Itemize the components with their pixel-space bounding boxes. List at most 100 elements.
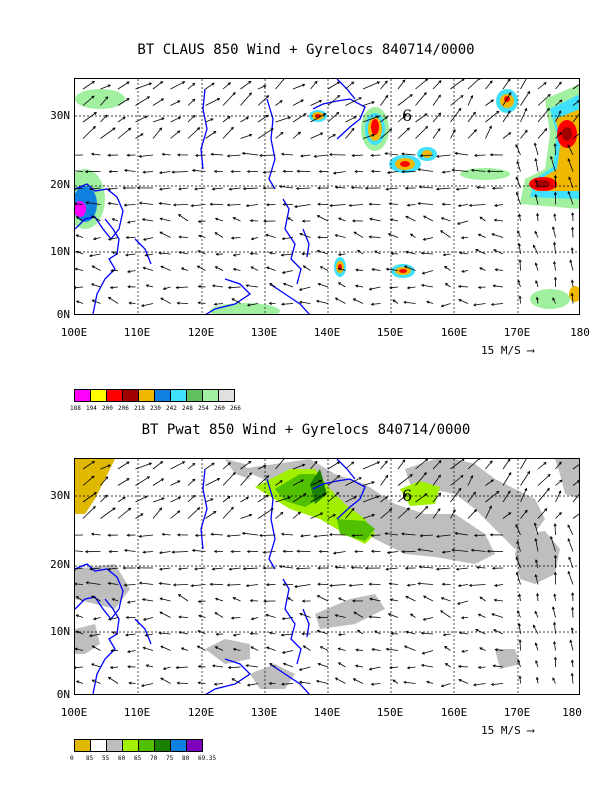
bottom-wind-arrowhead — [368, 615, 372, 619]
bottom-wind-vector — [231, 617, 241, 619]
bottom-wind-arrowhead — [171, 550, 175, 554]
bottom-wind-vector — [287, 597, 294, 602]
top-wind-vector — [404, 265, 416, 271]
top-wind-arrowhead — [303, 113, 307, 117]
bottom-wind-arrowhead — [479, 647, 483, 651]
bottom-wind-vector — [135, 513, 144, 519]
bottom-wind-vector — [450, 509, 456, 519]
top-wind-vector — [445, 283, 451, 288]
top-wind-arrowhead — [138, 154, 142, 158]
bottom-wind-arrowhead — [337, 474, 341, 478]
top-wind-vector — [205, 118, 214, 123]
top-wind-arrowhead — [213, 131, 217, 134]
bottom-colorbar-label: 65 — [134, 755, 142, 762]
top-wind-vector — [474, 154, 486, 156]
top-wind-arrowhead — [460, 236, 465, 240]
top-wind-vector — [82, 95, 95, 106]
bottom-wind-vector — [335, 677, 346, 684]
top-wind-arrowhead — [338, 217, 342, 221]
top-wind-arrowhead — [75, 250, 80, 254]
bottom-wind-vector — [176, 666, 189, 669]
bottom-wind-vector — [441, 683, 451, 687]
top-wind-arrowhead — [263, 219, 267, 223]
top-wind-vector — [389, 203, 399, 205]
bottom-wind-vector — [369, 616, 381, 618]
top-wind-arrowhead — [281, 237, 285, 241]
bottom-wind-vector — [152, 497, 165, 503]
bottom-wind-vector — [275, 496, 291, 503]
bottom-wind-arrowhead — [387, 613, 391, 616]
top-wind-arrowhead — [198, 234, 202, 238]
top-wind-arrowhead — [567, 158, 571, 162]
top-wind-arrowhead — [386, 170, 391, 175]
bottom-colorbar-label: 55 — [102, 755, 110, 762]
top-wind-vector — [485, 99, 494, 106]
bottom-wind-arrowhead — [491, 566, 496, 570]
bottom-wind-arrowhead — [492, 664, 496, 668]
top-wind-arrowhead — [268, 301, 272, 305]
bottom-colorbar-label: 0 — [70, 755, 74, 762]
bottom-wind-arrowhead — [417, 582, 421, 586]
bottom-wind-arrowhead — [250, 646, 254, 650]
top-wind-vector — [410, 233, 416, 238]
top-wind-arrowhead — [92, 237, 97, 241]
bottom-colorbar-label: 80 — [182, 755, 190, 762]
top-wind-arrowhead — [546, 107, 550, 111]
bottom-wind-arrowhead — [158, 631, 162, 635]
bottom-wind-arrowhead — [126, 533, 130, 537]
top-wind-arrowhead — [403, 300, 407, 304]
bottom-wind-vector — [231, 678, 241, 684]
bottom-wind-vector — [159, 632, 171, 635]
top-wind-vector — [214, 303, 224, 305]
top-wind-vector — [493, 285, 504, 288]
bottom-wind-arrowhead — [125, 615, 129, 620]
top-wind-vector — [152, 81, 163, 90]
top-wind-arrowhead — [302, 265, 306, 269]
bottom-wind-vector — [212, 567, 224, 570]
top-lon-label-130e: 130E — [250, 326, 278, 339]
top-wind-arrowhead — [571, 212, 575, 216]
top-wind-arrowhead — [441, 170, 445, 174]
top-wind-vector — [275, 132, 284, 139]
top-wind-vector — [327, 95, 340, 106]
top-wind-arrowhead — [75, 234, 79, 238]
top-wind-arrowhead — [108, 170, 112, 174]
top-wind-vector — [572, 227, 574, 238]
bottom-wind-vector — [467, 509, 477, 519]
top-wind-vector — [520, 91, 530, 106]
bottom-wind-vector — [338, 633, 346, 636]
top-wind-vector — [195, 154, 206, 156]
bottom-wind-vector — [310, 461, 318, 470]
bottom-wind-arrowhead — [332, 514, 337, 517]
top-wind-vector — [554, 214, 556, 222]
bottom-wind-vector — [327, 514, 336, 519]
bottom-wind-vector — [407, 584, 416, 586]
top-wind-arrowhead — [281, 270, 286, 274]
top-wind-arrowhead — [232, 253, 237, 257]
top-wind-vector — [478, 233, 486, 238]
top-wind-vector — [421, 252, 434, 255]
bottom-wind-vector — [418, 549, 434, 552]
top-wind-arrowhead — [161, 117, 165, 121]
top-wind-arrowhead — [323, 113, 327, 117]
bottom-wind-vector — [444, 646, 451, 651]
top-lat-label-0n: 0N — [56, 308, 70, 321]
bottom-wind-vector — [125, 633, 136, 636]
top-wind-arrowhead — [493, 249, 497, 252]
top-wind-arrowhead — [479, 267, 483, 271]
top-wind-arrowhead — [376, 81, 381, 85]
bottom-lon-label-150e: 150E — [376, 706, 404, 719]
top-wind-vector — [519, 296, 521, 304]
top-wind-vector — [251, 237, 259, 240]
top-wind-vector — [194, 187, 206, 190]
top-wind-arrowhead — [282, 282, 287, 286]
top-wind-arrowhead — [460, 94, 464, 99]
top-wind-vector — [420, 154, 434, 157]
bottom-wind-vector — [345, 461, 354, 470]
top-wind-vector — [452, 169, 469, 172]
bottom-wind-arrowhead — [216, 478, 221, 481]
bottom-wind-arrowhead — [518, 675, 522, 679]
bottom-wind-arrowhead — [175, 666, 179, 670]
top-wind-arrowhead — [176, 301, 180, 305]
bottom-wind-vector — [282, 617, 294, 620]
